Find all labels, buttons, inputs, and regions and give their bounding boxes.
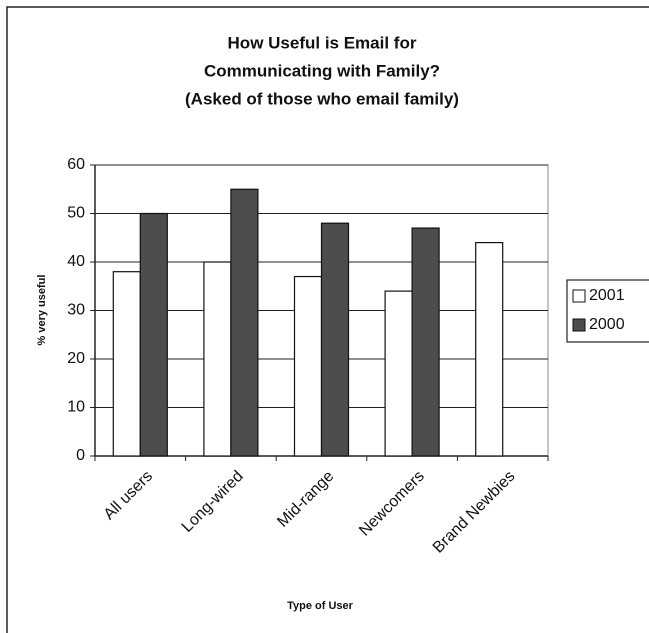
bar <box>411 227 440 457</box>
bar <box>293 275 323 457</box>
y-tick-label: 40 <box>67 253 85 270</box>
y-tick-label: 10 <box>67 399 85 416</box>
y-tick-label: 30 <box>67 302 85 319</box>
frame <box>6 6 649 633</box>
y-tick-label: 60 <box>67 156 85 173</box>
chart-title: Communicating with Family? <box>204 61 440 80</box>
x-axis-label: Type of User <box>287 600 354 612</box>
bar <box>475 242 504 457</box>
bar <box>112 271 141 457</box>
bar <box>384 290 413 457</box>
x-tick-label: Mid-range <box>274 468 337 531</box>
y-axis-label: % very useful <box>36 275 48 346</box>
y-tick-label: 50 <box>67 205 85 222</box>
x-tick-label: All users <box>101 468 156 523</box>
bar <box>320 222 350 457</box>
y-tick-label: 20 <box>67 350 85 367</box>
bar <box>139 212 168 457</box>
x-tick-label: Newcomers <box>356 468 428 540</box>
y-tick-label: 0 <box>76 447 85 464</box>
legend-swatch <box>572 318 586 332</box>
legend-label: 2001 <box>589 287 625 304</box>
legend-label: 2000 <box>589 316 625 333</box>
chart-title: How Useful is Email for <box>228 33 417 52</box>
chart-subtitle: (Asked of those who email family) <box>185 89 459 108</box>
bar <box>203 261 232 457</box>
legend-swatch <box>572 289 586 303</box>
bar <box>230 188 259 457</box>
x-tick-label: Brand Newbies <box>430 468 519 557</box>
x-tick-label: Long-wired <box>179 468 247 536</box>
